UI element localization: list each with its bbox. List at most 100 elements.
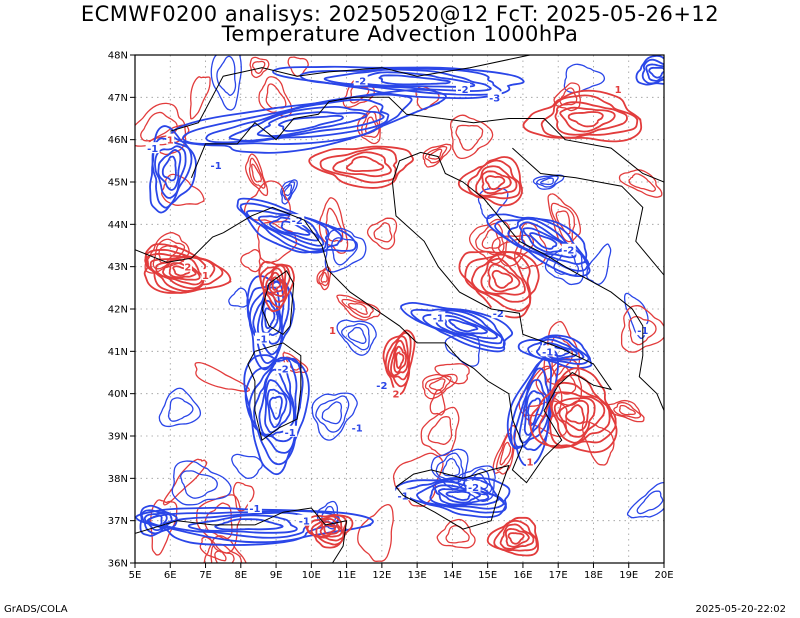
contour-label: -2 <box>292 216 303 227</box>
cold-advection-contour <box>403 477 507 514</box>
cold-advection-contour <box>641 58 664 85</box>
cold-advection-contour <box>210 55 242 111</box>
cold-advection-contour <box>258 368 295 437</box>
cold-advection-contour <box>228 106 385 142</box>
warm-advection-contour <box>468 218 511 265</box>
cold-advection-contour <box>245 209 330 251</box>
cold-advection-contour <box>180 470 218 499</box>
cold-advection-contour <box>231 453 263 479</box>
warm-advection-contour <box>620 305 664 353</box>
contour-label: -2 <box>376 381 387 392</box>
cold-advection-contour <box>280 179 298 205</box>
warm-advection-contour <box>308 145 414 189</box>
warm-advection-contour <box>507 532 525 545</box>
cold-advection-contour <box>205 98 390 144</box>
warm-advection-contour <box>155 256 204 286</box>
warm-advection-contour <box>306 514 348 546</box>
cold-advection-contour <box>258 214 325 247</box>
cold-advection-contour <box>509 357 553 452</box>
warm-advection-contour <box>475 222 505 256</box>
contour-label: 1 <box>202 271 209 282</box>
warm-advection-contour <box>424 145 448 164</box>
contour-label: -1 <box>285 428 296 439</box>
warm-advection-contour <box>384 332 412 388</box>
warm-advection-contour <box>550 202 576 243</box>
warm-advection-contour <box>457 156 523 207</box>
warm-advection-contour <box>567 111 604 128</box>
grads-credit: GrADS/COLA <box>4 604 68 615</box>
warm-advection-contour <box>471 253 531 303</box>
contour-label-background <box>247 501 262 513</box>
cold-advection-contour <box>477 187 509 220</box>
warm-advection-contour <box>540 94 639 139</box>
warm-advection-contour <box>332 151 392 178</box>
contour-label-background <box>166 133 175 145</box>
warm-advection-contour <box>422 373 458 400</box>
lon-tick-label: 15E <box>478 570 497 581</box>
warm-advection-contour <box>265 83 287 109</box>
warm-advection-contour <box>424 375 452 395</box>
contour-label: -1 <box>299 517 310 528</box>
longitude-axis: 5E 6E 7E 8E 9E 10E 11E 12E 13E 14E 15E 16E 17E 18E 19E… <box>129 563 674 581</box>
warm-advection-contour <box>271 276 282 291</box>
contour-label: 1 <box>167 136 174 147</box>
cold-advection-contour <box>448 318 479 333</box>
cold-advection-contour <box>400 301 514 353</box>
cold-advection-contour <box>518 221 577 259</box>
lat-tick-label: 37N <box>108 516 128 527</box>
cold-advection-contour <box>536 338 585 361</box>
cold-advection-contour <box>507 217 587 265</box>
lat-tick-label: 38N <box>108 474 128 485</box>
lat-tick-label: 47N <box>108 93 128 104</box>
warm-advection-contour <box>232 481 255 512</box>
warm-advection-contour <box>323 524 336 535</box>
lon-tick-label: 18E <box>584 570 603 581</box>
warm-advection-contour <box>480 257 526 296</box>
lat-tick-label: 36N <box>108 559 128 570</box>
contour-label-background <box>466 480 481 492</box>
contour-label: 2 <box>184 263 191 274</box>
contour-label-background <box>183 260 192 272</box>
lon-tick-label: 8E <box>234 570 247 581</box>
coastline <box>222 151 613 484</box>
warm-advection-contour <box>319 521 341 537</box>
cold-advection-contour <box>158 387 202 428</box>
warm-advection-contour <box>393 345 407 374</box>
warm-advection-contour <box>203 535 247 563</box>
warm-advection-contour <box>523 400 568 438</box>
warm-advection-contour <box>315 518 343 538</box>
contour-label-background <box>525 455 534 467</box>
warm-advection-contour <box>249 56 270 79</box>
render-timestamp: 2025-05-20-22:02 <box>695 604 786 615</box>
warm-advection-contour <box>150 499 178 556</box>
cold-advection-contour <box>167 397 194 422</box>
lon-tick-label: 6E <box>164 570 177 581</box>
lat-tick-label: 39N <box>108 432 128 443</box>
warm-advection-contour <box>554 101 629 136</box>
warm-advection-contour <box>243 180 291 223</box>
contour-label-background <box>487 91 502 103</box>
warm-advection-contour <box>395 351 405 370</box>
coastline <box>512 147 664 276</box>
contour-label-background <box>391 387 400 399</box>
lon-tick-label: 5E <box>129 570 142 581</box>
cold-advection-contour <box>636 490 664 515</box>
cold-advection-contour <box>626 482 664 519</box>
cold-advection-contour <box>416 478 505 510</box>
cold-advection-contour <box>248 356 298 454</box>
cold-advection-contour <box>494 216 590 272</box>
cold-advection-contour <box>517 334 593 370</box>
cold-advection-contour <box>513 367 551 448</box>
coastline <box>135 232 224 263</box>
cold-advection-contour <box>171 460 232 506</box>
cold-advection-contour <box>529 232 558 250</box>
chart-subtitle: Temperature Advection 1000hPa <box>221 22 579 46</box>
cold-advection-contour <box>187 514 298 534</box>
lon-tick-label: 9E <box>270 570 283 581</box>
warm-advection-contour <box>455 124 484 151</box>
contour-label: 1 <box>527 457 534 468</box>
lat-tick-label: 44N <box>108 220 128 231</box>
warm-advection-contour <box>194 361 250 392</box>
warm-advection-contour <box>318 197 349 254</box>
contour-label-background <box>561 243 576 255</box>
